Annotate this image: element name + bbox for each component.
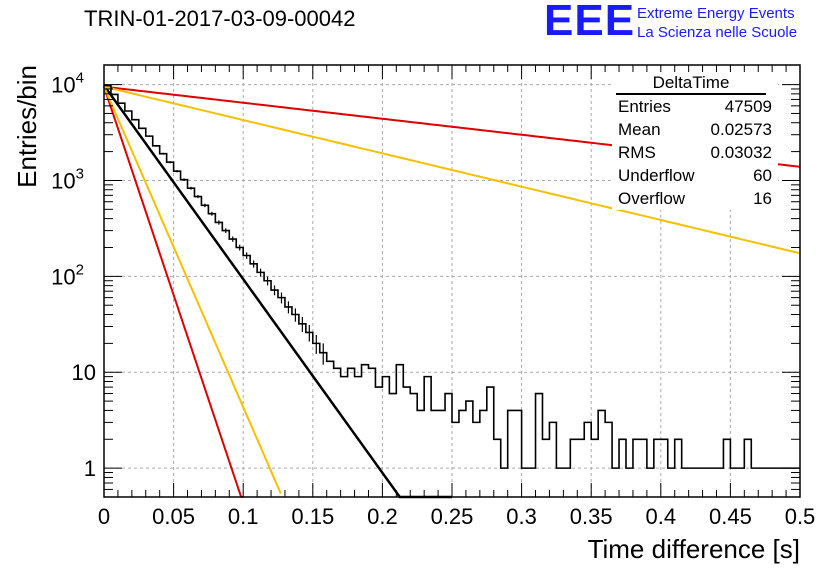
fit-curve-1 [103, 86, 244, 498]
y-tick-label: 103 [51, 165, 84, 193]
x-tick-label: 0.5 [785, 504, 816, 529]
stats-row-mean: Mean 0.02573 [612, 118, 778, 141]
histogram-outline [104, 84, 800, 469]
stats-row-rms: RMS 0.03032 [612, 141, 778, 164]
stats-row-underflow: Underflow 60 [612, 164, 778, 187]
x-axis-label: Time difference [s] [588, 534, 800, 564]
x-tick-label: 0 [98, 504, 110, 529]
y-tick-label: 104 [51, 70, 84, 98]
stats-label: Entries [618, 97, 671, 116]
stats-box: DeltaTime Entries 47509 Mean 0.02573 RMS… [612, 72, 778, 210]
y-tick-label: 102 [51, 261, 84, 289]
stats-value: 0.03032 [710, 143, 772, 162]
eee-logo-line2: La Scienza nelle Scuole [637, 24, 798, 41]
eee-logo-text: Extreme Energy Events La Scienza nelle S… [637, 4, 797, 42]
fit-curve-4 [103, 85, 801, 255]
eee-logo: EEE [544, 0, 636, 45]
x-tick-label: 0.25 [431, 504, 474, 529]
stats-row-overflow: Overflow 16 [612, 187, 778, 210]
stats-value: 47509 [724, 97, 772, 116]
fit-curve-2 [103, 86, 282, 494]
stats-row-entries: Entries 47509 [612, 95, 778, 118]
x-tick-label: 0.3 [506, 504, 537, 529]
stats-label: Overflow [618, 189, 686, 208]
x-tick-label: 0.4 [646, 504, 677, 529]
y-axis-label: Entries/bin [12, 65, 42, 188]
x-tick-label: 0.1 [228, 504, 259, 529]
stats-title: DeltaTime [616, 72, 766, 95]
eee-logo-line1: Extreme Energy Events [637, 5, 795, 22]
x-tick-label: 0.35 [570, 504, 613, 529]
chart-title: TRIN-01-2017-03-09-00042 [84, 6, 356, 31]
stats-value: 60 [753, 166, 772, 185]
y-tick-label: 10 [72, 360, 96, 385]
x-tick-label: 0.45 [709, 504, 752, 529]
x-tick-label: 0.15 [291, 504, 334, 529]
stats-label: Mean [618, 120, 661, 139]
stats-value: 0.02573 [710, 120, 772, 139]
stats-label: Underflow [618, 166, 695, 185]
stats-value: 16 [753, 189, 772, 208]
y-tick-label: 1 [84, 456, 96, 481]
fit-curve-0 [102, 84, 452, 499]
x-tick-label: 0.05 [152, 504, 195, 529]
x-tick-label: 0.2 [367, 504, 398, 529]
stats-label: RMS [618, 143, 656, 162]
